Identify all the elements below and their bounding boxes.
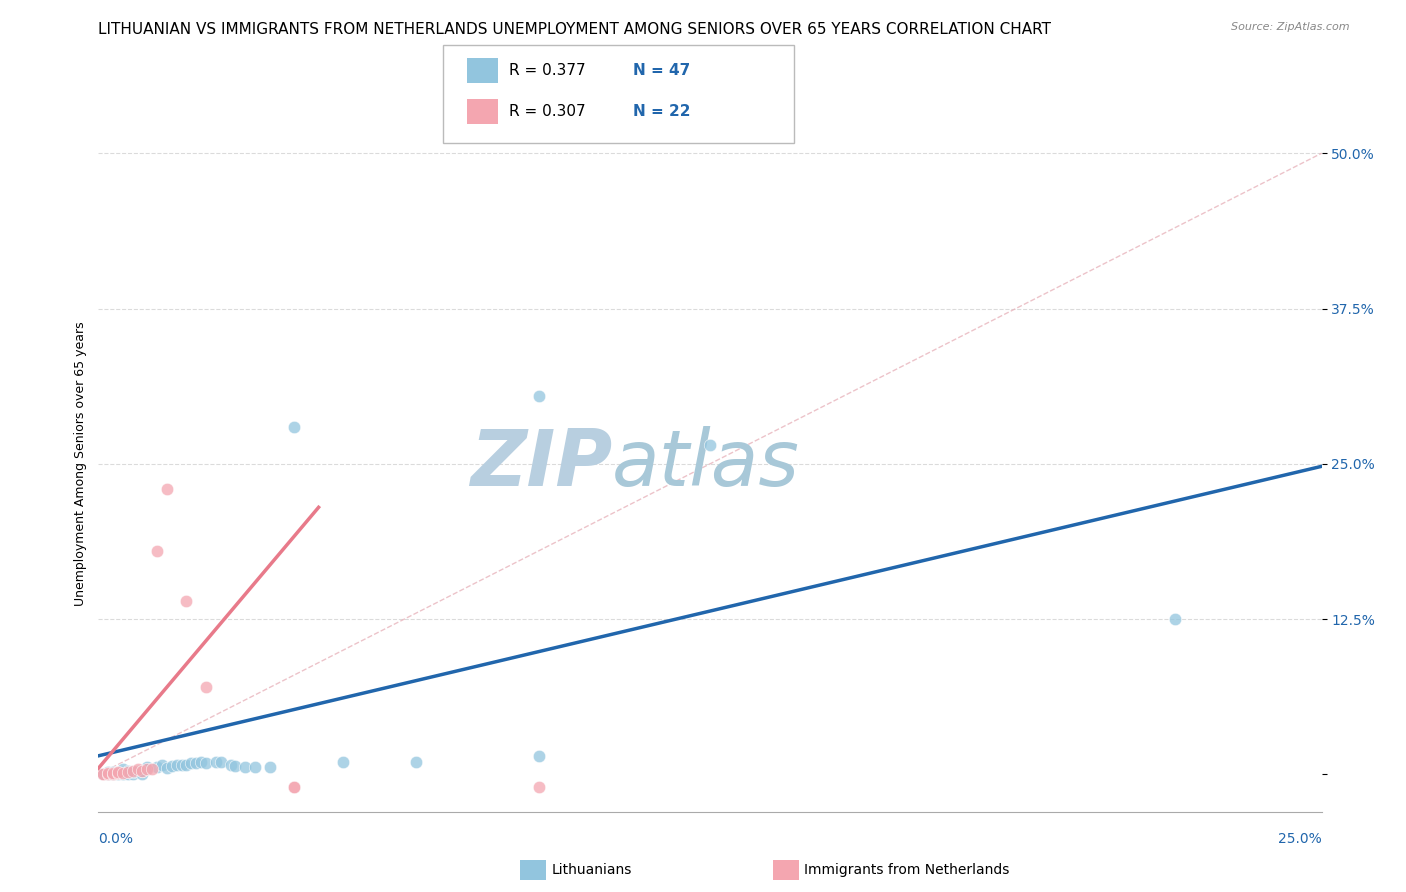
- Point: [127, 764, 149, 778]
- Point: [170, 757, 193, 772]
- Point: [209, 755, 232, 769]
- Point: [195, 681, 218, 695]
- Point: [156, 761, 179, 775]
- Point: [233, 760, 256, 774]
- Point: [131, 764, 153, 778]
- Point: [136, 763, 159, 777]
- Point: [121, 764, 143, 779]
- Point: [180, 756, 202, 771]
- Text: 25.0%: 25.0%: [1278, 832, 1322, 846]
- Point: [136, 760, 159, 774]
- Point: [117, 767, 139, 781]
- Point: [91, 767, 114, 781]
- Point: [283, 780, 305, 794]
- Point: [107, 766, 129, 780]
- Point: [127, 763, 149, 777]
- Point: [97, 767, 120, 781]
- Point: [146, 544, 169, 558]
- Point: [101, 767, 124, 781]
- Point: [107, 767, 129, 781]
- Point: [101, 766, 124, 780]
- Point: [117, 764, 139, 779]
- Point: [97, 767, 120, 781]
- Point: [332, 755, 354, 769]
- Point: [146, 760, 169, 774]
- Point: [176, 757, 198, 772]
- Point: [91, 767, 114, 781]
- Text: 0.0%: 0.0%: [98, 832, 134, 846]
- Point: [283, 419, 305, 434]
- Point: [107, 764, 129, 779]
- Text: N = 47: N = 47: [633, 63, 690, 78]
- Point: [283, 780, 305, 794]
- Text: Source: ZipAtlas.com: Source: ZipAtlas.com: [1232, 22, 1350, 32]
- Point: [91, 767, 114, 781]
- Point: [101, 767, 124, 781]
- Text: N = 22: N = 22: [633, 104, 690, 119]
- Text: R = 0.377: R = 0.377: [509, 63, 585, 78]
- Point: [1164, 612, 1187, 626]
- Point: [141, 763, 163, 777]
- Point: [527, 388, 550, 402]
- Text: atlas: atlas: [612, 425, 800, 502]
- Point: [101, 764, 124, 779]
- Point: [121, 767, 143, 781]
- Point: [190, 755, 212, 769]
- Point: [131, 767, 153, 781]
- Point: [195, 756, 218, 771]
- Point: [97, 767, 120, 781]
- Point: [205, 755, 228, 769]
- Point: [101, 767, 124, 781]
- Point: [131, 764, 153, 778]
- Text: R = 0.307: R = 0.307: [509, 104, 585, 119]
- Point: [527, 780, 550, 794]
- Point: [111, 766, 134, 780]
- Point: [176, 593, 198, 607]
- Point: [219, 757, 242, 772]
- Point: [91, 767, 114, 781]
- Point: [111, 763, 134, 777]
- Text: LITHUANIAN VS IMMIGRANTS FROM NETHERLANDS UNEMPLOYMENT AMONG SENIORS OVER 65 YEA: LITHUANIAN VS IMMIGRANTS FROM NETHERLAND…: [98, 22, 1052, 37]
- Point: [186, 756, 208, 771]
- Point: [259, 760, 281, 774]
- Point: [243, 760, 266, 774]
- Point: [111, 764, 134, 779]
- Point: [121, 764, 143, 778]
- Point: [111, 767, 134, 781]
- Y-axis label: Unemployment Among Seniors over 65 years: Unemployment Among Seniors over 65 years: [75, 321, 87, 607]
- Point: [107, 764, 129, 779]
- Point: [224, 758, 246, 772]
- Point: [156, 482, 179, 496]
- Point: [97, 764, 120, 779]
- Point: [166, 757, 188, 772]
- Text: ZIP: ZIP: [470, 425, 612, 502]
- Point: [117, 764, 139, 778]
- Point: [405, 755, 427, 769]
- Point: [97, 766, 120, 780]
- Point: [527, 748, 550, 763]
- Point: [160, 758, 183, 772]
- Text: Immigrants from Netherlands: Immigrants from Netherlands: [804, 863, 1010, 877]
- Point: [150, 757, 173, 772]
- Text: Lithuanians: Lithuanians: [551, 863, 631, 877]
- Point: [136, 763, 159, 777]
- Point: [699, 438, 721, 452]
